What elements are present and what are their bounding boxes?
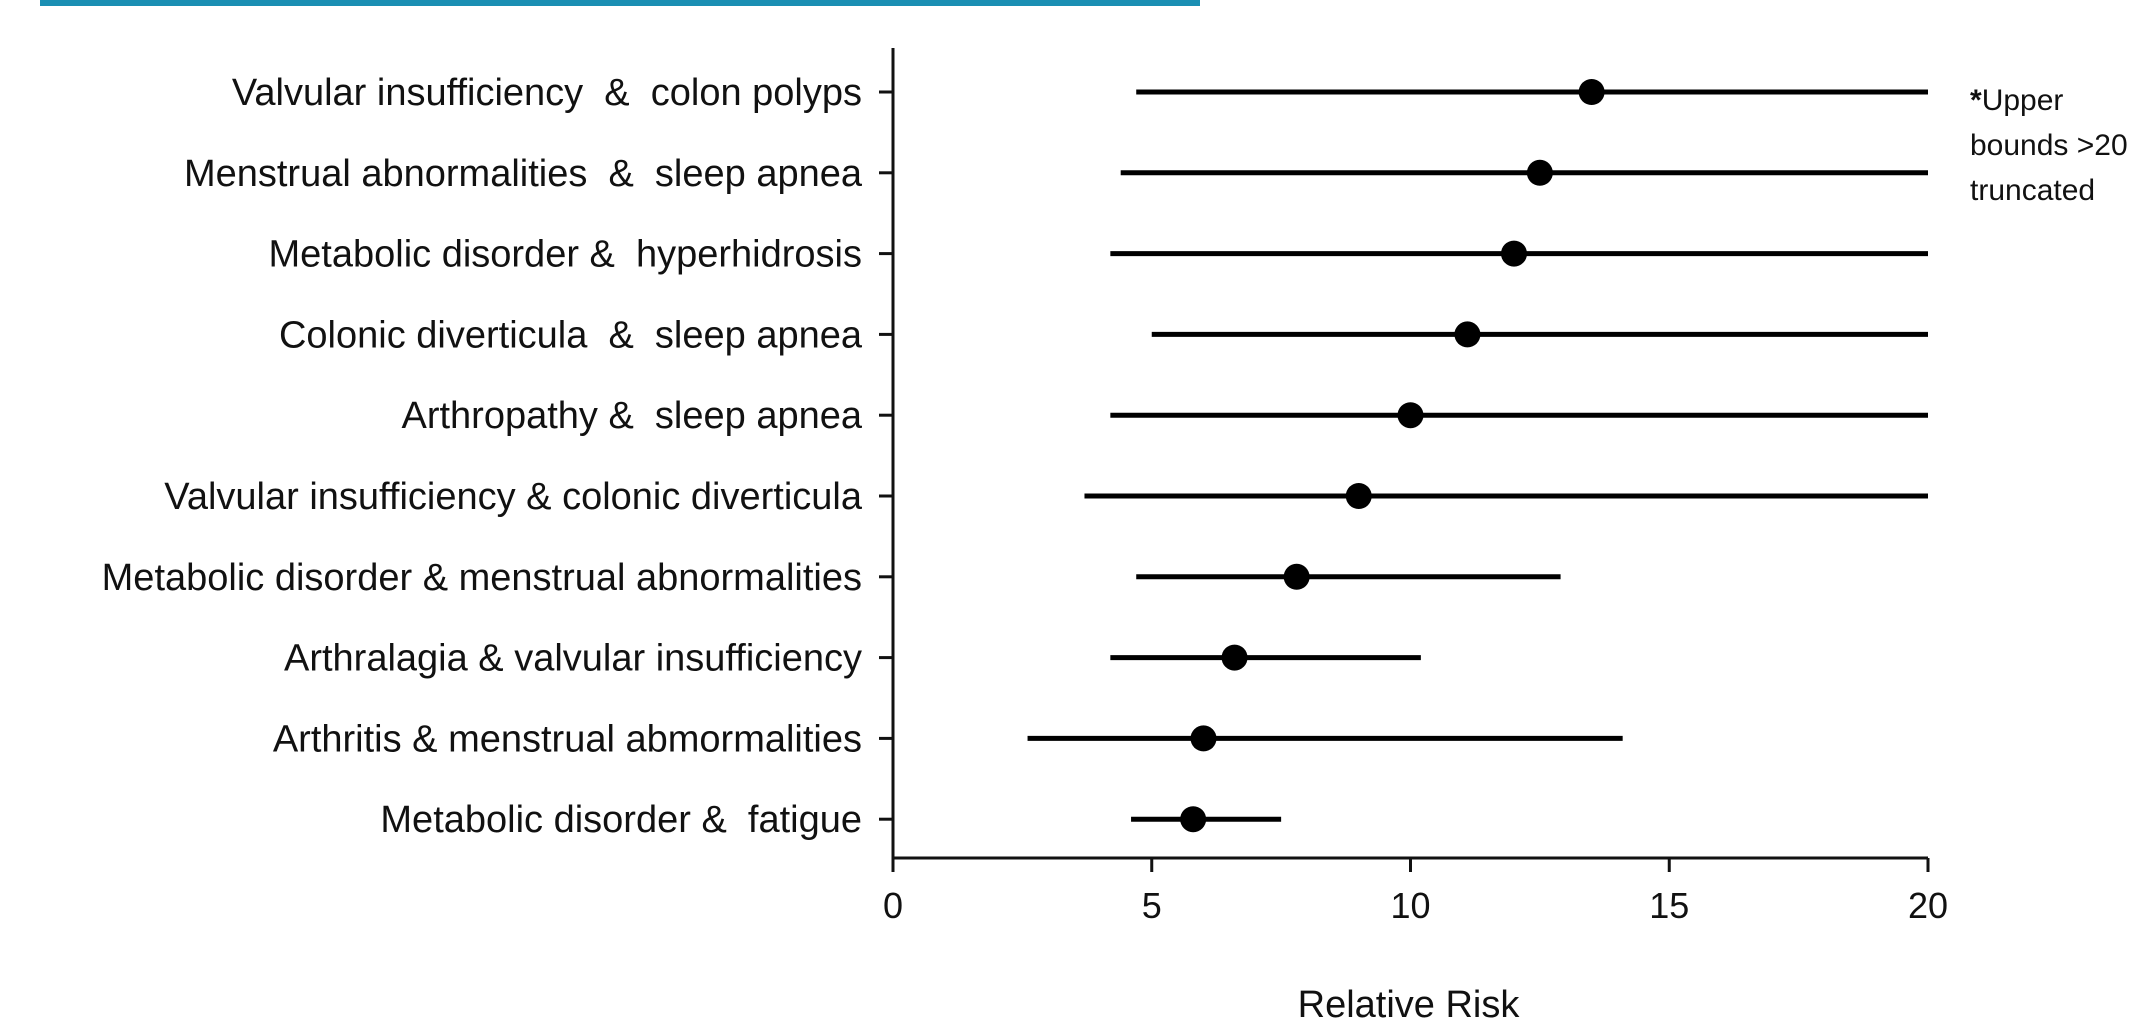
rr-point (1283, 563, 1310, 590)
rr-point (1180, 806, 1207, 833)
rr-point (1190, 725, 1217, 752)
note-text: truncated (1970, 174, 2095, 207)
forest-row: Metabolic disorder & fatigue (380, 799, 1282, 841)
note-line: *Upper (1970, 84, 2063, 117)
x-axis-title: Relative Risk (1298, 984, 1521, 1024)
rr-point (1501, 240, 1527, 267)
x-tick-label: 0 (883, 885, 903, 926)
note-text: bounds >20 (1970, 129, 2128, 162)
rr-point (1221, 644, 1248, 671)
row-label: Metabolic disorder & hyperhidrosis (269, 234, 863, 276)
row-label: Metabolic disorder & fatigue (380, 799, 862, 841)
rr-point (1578, 79, 1605, 105)
forest-row: Arthropathy & sleep apnea (401, 395, 1928, 437)
x-tick-label: 15 (1649, 885, 1689, 926)
row-label: Arthritis & menstrual abmormalities (273, 718, 862, 760)
note-star: * (1970, 84, 1982, 117)
forest-row: Arthralagia & valvular insufficiency (284, 638, 1421, 680)
row-label: Valvular insufficiency & colon polyps (232, 72, 862, 114)
row-label: Arthropathy & sleep apnea (401, 395, 862, 437)
x-ticks: 0 5 10 15 20 (883, 858, 1948, 926)
row-label: Arthralagia & valvular insufficiency (284, 638, 862, 680)
row-label: Valvular insufficiency & colonic diverti… (164, 476, 863, 518)
forest-row: Valvular insufficiency & colon polyps (232, 72, 1928, 114)
row-label: Menstrual abnormalities & sleep apnea (184, 153, 863, 195)
rr-point (1345, 483, 1372, 509)
rr-point (1526, 159, 1553, 186)
forest-row: Metabolic disorder & hyperhidrosis (269, 234, 1928, 276)
note-line: truncated (1970, 174, 2095, 207)
x-tick-label: 20 (1908, 885, 1948, 926)
data-rows: Valvular insufficiency & colon polyps Men… (102, 72, 1928, 841)
rr-point (1397, 402, 1424, 429)
truncation-note: *Upper bounds >20 truncated (1970, 84, 2128, 207)
forest-row: Menstrual abnormalities & sleep apnea (184, 153, 1928, 195)
forest-row: Arthritis & menstrual abmormalities (273, 718, 1623, 760)
x-tick-label: 5 (1142, 885, 1162, 926)
row-label: Metabolic disorder & menstrual abnormali… (102, 557, 862, 599)
forest-row: Colonic diverticula & sleep apnea (279, 314, 1928, 356)
rr-point (1454, 321, 1481, 348)
top-banner-strip (40, 0, 1200, 6)
note-line: bounds >20 (1970, 129, 2128, 162)
forest-row: Valvular insufficiency & colonic diverti… (164, 476, 1928, 518)
row-label: Colonic diverticula & sleep apnea (279, 314, 863, 356)
forest-row: Metabolic disorder & menstrual abnormali… (102, 557, 1561, 599)
x-tick-label: 10 (1390, 885, 1430, 926)
note-text: Upper (1982, 84, 2064, 117)
